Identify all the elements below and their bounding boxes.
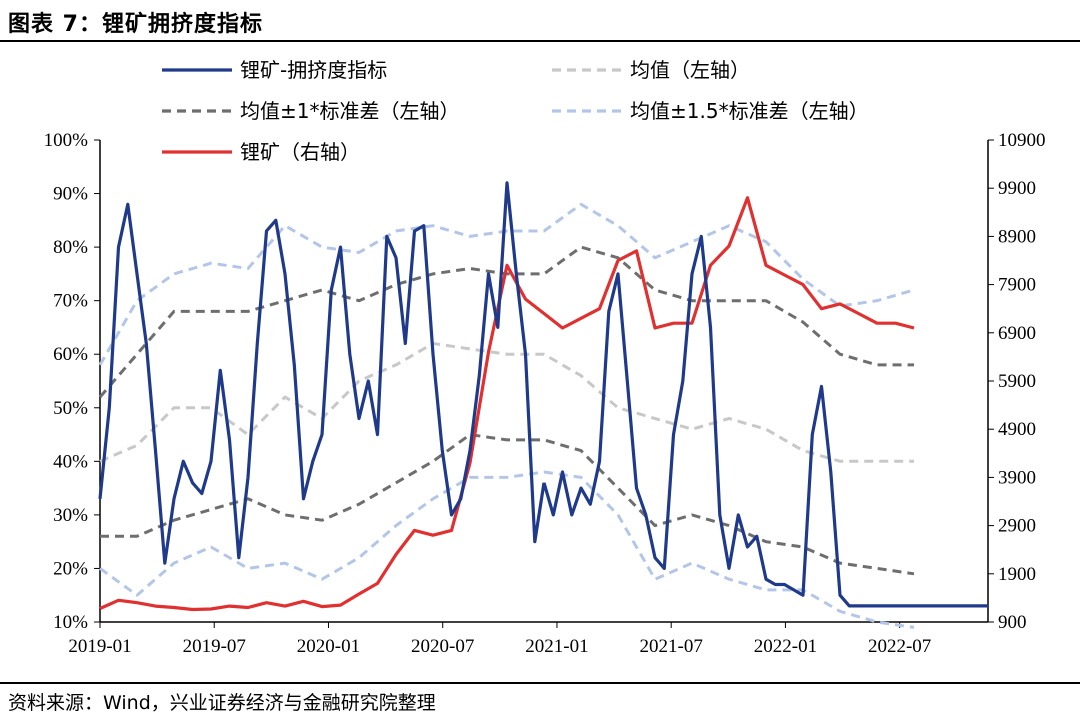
left-tick-label: 50%: [53, 398, 88, 419]
right-tick-label: 1900: [998, 564, 1036, 585]
right-tick-label: 8900: [998, 226, 1036, 247]
legend-group: 锂矿-拥挤度指标 均值（左轴） 均值±1*标准差（左轴） 均值±1.5*标准差（左轴）…: [162, 58, 869, 164]
series-group: [98, 181, 988, 629]
right-tick-label: 5900: [998, 371, 1036, 392]
legend-label: 均值±1*标准差（左轴）: [240, 99, 459, 123]
top-rule: [0, 40, 1080, 42]
legend-label: 均值（左轴）: [630, 58, 750, 82]
left-tick-label: 30%: [53, 505, 88, 526]
x-tick-label: 2019-07: [183, 636, 246, 657]
legend-label: 均值±1.5*标准差（左轴）: [630, 99, 869, 123]
x-tick-label: 2020-01: [297, 636, 360, 657]
series-line: [99, 470, 915, 629]
left-tick-label: 100%: [44, 130, 89, 151]
left-tick-label: 70%: [53, 291, 88, 312]
x-tick-label: 2021-07: [640, 636, 703, 657]
left-tick-label: 80%: [53, 237, 88, 258]
x-tick-label: 2020-07: [411, 636, 474, 657]
right-tick-label: 10900: [998, 130, 1046, 151]
series-line: [98, 181, 546, 565]
bottom-rule: [0, 682, 1080, 684]
series-line: [99, 196, 915, 612]
axes-group: 10% 20% 30% 40% 50% 60% 70% 80% 90% 100% 900 1900 29…: [44, 130, 1046, 657]
series-line: [542, 234, 988, 608]
x-tick-label: 2019-01: [68, 636, 131, 657]
right-tick-label: 900: [998, 612, 1027, 633]
legend-label: 锂矿-拥挤度指标: [240, 58, 387, 82]
right-tick-label: 3900: [998, 467, 1036, 488]
right-tick-label: 4900: [998, 419, 1036, 440]
series-line: [98, 202, 915, 366]
right-tick-label: 6900: [998, 323, 1036, 344]
source-note: 资料来源：Wind，兴业证券经济与金融研究院整理: [8, 692, 436, 714]
right-tick-label: 2900: [998, 516, 1036, 537]
right-tick-label: 7900: [998, 275, 1036, 296]
x-tick-label: 2022-07: [868, 636, 931, 657]
legend-label: 锂矿（右轴）: [240, 140, 360, 164]
right-tick-label: 9900: [998, 178, 1036, 199]
line-chart: 10% 20% 30% 40% 50% 60% 70% 80% 90% 100% 900 1900 29…: [44, 58, 1046, 657]
left-tick-label: 20%: [53, 558, 88, 579]
series-line: [100, 433, 915, 576]
series-line: [99, 342, 914, 463]
left-tick-label: 40%: [53, 451, 88, 472]
x-tick-label: 2022-01: [754, 636, 817, 657]
left-tick-label: 90%: [53, 184, 88, 205]
left-tick-label: 10%: [53, 612, 88, 633]
left-tick-label: 60%: [53, 344, 88, 365]
figure-title: 图表 7：锂矿拥挤度指标: [8, 12, 263, 37]
series-line: [98, 245, 914, 399]
x-tick-label: 2021-01: [525, 636, 588, 657]
